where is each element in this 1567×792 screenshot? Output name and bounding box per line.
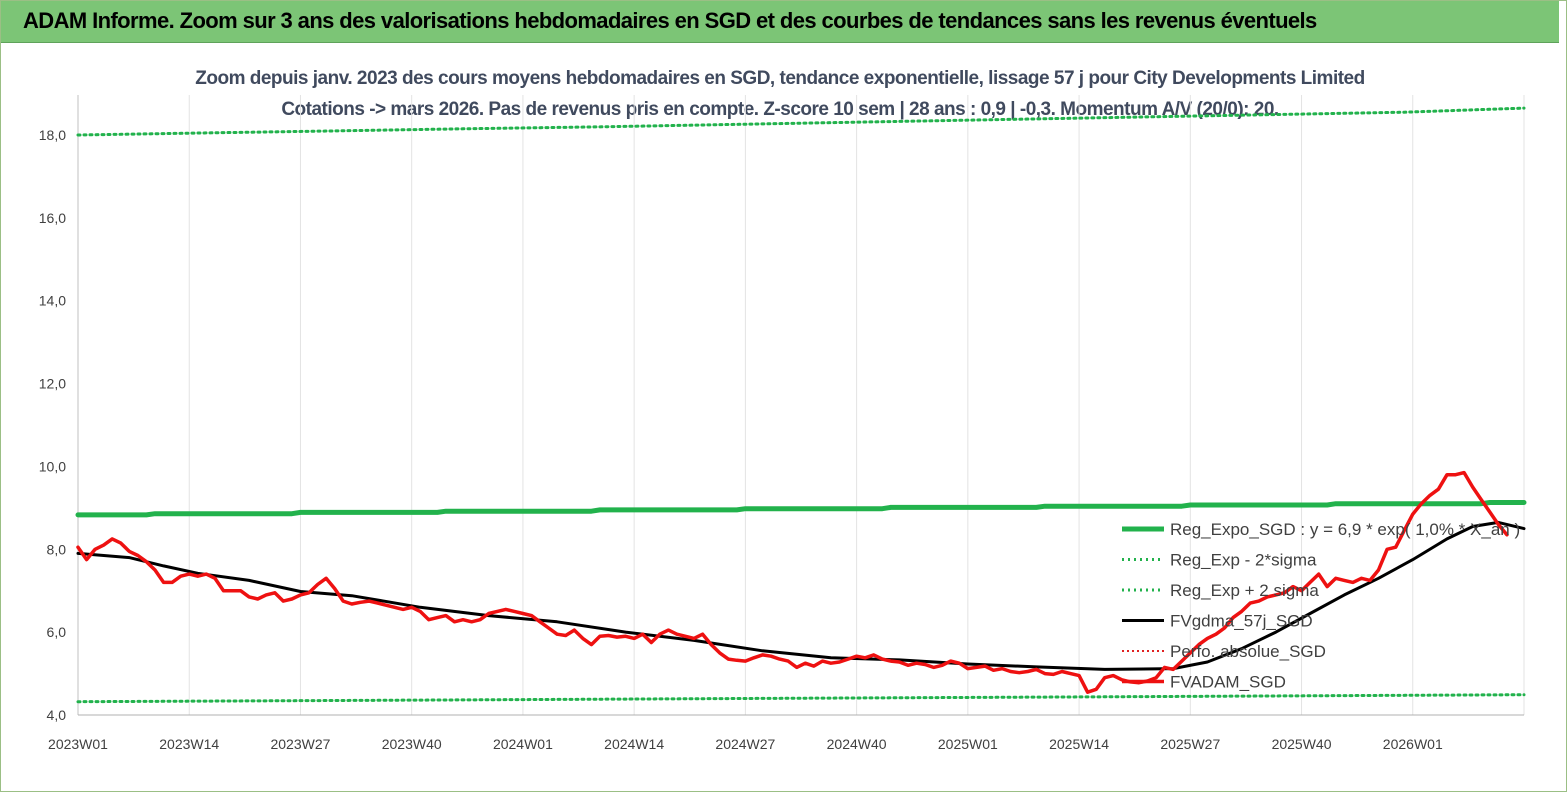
y-tick-label: 8,0 <box>47 541 67 557</box>
legend-label: Perfo. absolue_SGD <box>1170 642 1326 661</box>
legend-label: Reg_Exp - 2*sigma <box>1170 551 1317 570</box>
legend-label: FVADAM_SGD <box>1170 673 1286 692</box>
series-line <box>76 520 1526 671</box>
chart-title: Zoom depuis janv. 2023 des cours moyens … <box>195 68 1364 89</box>
y-tick-label: 14,0 <box>39 293 66 309</box>
x-tick-label: 2025W27 <box>1160 736 1220 752</box>
legend-label: Reg_Expo_SGD : y = 6,9 * exp( 1,0% * X_a… <box>1170 520 1520 539</box>
y-tick-label: 16,0 <box>39 210 66 226</box>
y-tick-label: 4,0 <box>47 707 67 723</box>
y-tick-label: 6,0 <box>47 624 67 640</box>
legend: Reg_Expo_SGD : y = 6,9 * exp( 1,0% * X_a… <box>1122 520 1520 692</box>
series-line <box>76 693 1526 704</box>
series-layer <box>75 106 1527 704</box>
x-tick-label: 2024W27 <box>715 736 775 752</box>
axes: 4,0 6,0 8,0 10,0 12,0 14,0 16,0 18,0 2023W01 2023… <box>39 95 1524 752</box>
x-tick-label: 2024W14 <box>604 736 664 752</box>
x-tick-label: 2023W14 <box>159 736 219 752</box>
x-tick-label: 2024W40 <box>827 736 887 752</box>
x-tick-label: 2025W01 <box>938 736 998 752</box>
x-tick-label: 2024W01 <box>493 736 553 752</box>
x-tick-label: 2025W40 <box>1272 736 1332 752</box>
y-tick-label: 10,0 <box>39 458 66 474</box>
series-line <box>76 106 1526 137</box>
chart-subtitle: Cotations -> mars 2026. Pas de revenus p… <box>281 99 1278 120</box>
series-line <box>75 500 1527 518</box>
series-line <box>76 470 1509 694</box>
x-tick-label: 2025W14 <box>1049 736 1109 752</box>
x-tick-label: 2026W01 <box>1383 736 1443 752</box>
y-tick-label: 12,0 <box>39 376 66 392</box>
report-banner: ADAM Informe. Zoom sur 3 ans des valoris… <box>1 1 1559 43</box>
x-tick-label: 2023W27 <box>270 736 330 752</box>
x-tick-label: 2023W01 <box>48 736 108 752</box>
legend-label: Reg_Exp + 2 sigma <box>1170 581 1319 600</box>
legend-label: FVgdma_57j_SGD <box>1170 612 1313 631</box>
report-title: ADAM Informe. Zoom sur 3 ans des valoris… <box>23 8 1317 33</box>
y-tick-label: 18,0 <box>39 127 66 143</box>
x-tick-label: 2023W40 <box>382 736 442 752</box>
